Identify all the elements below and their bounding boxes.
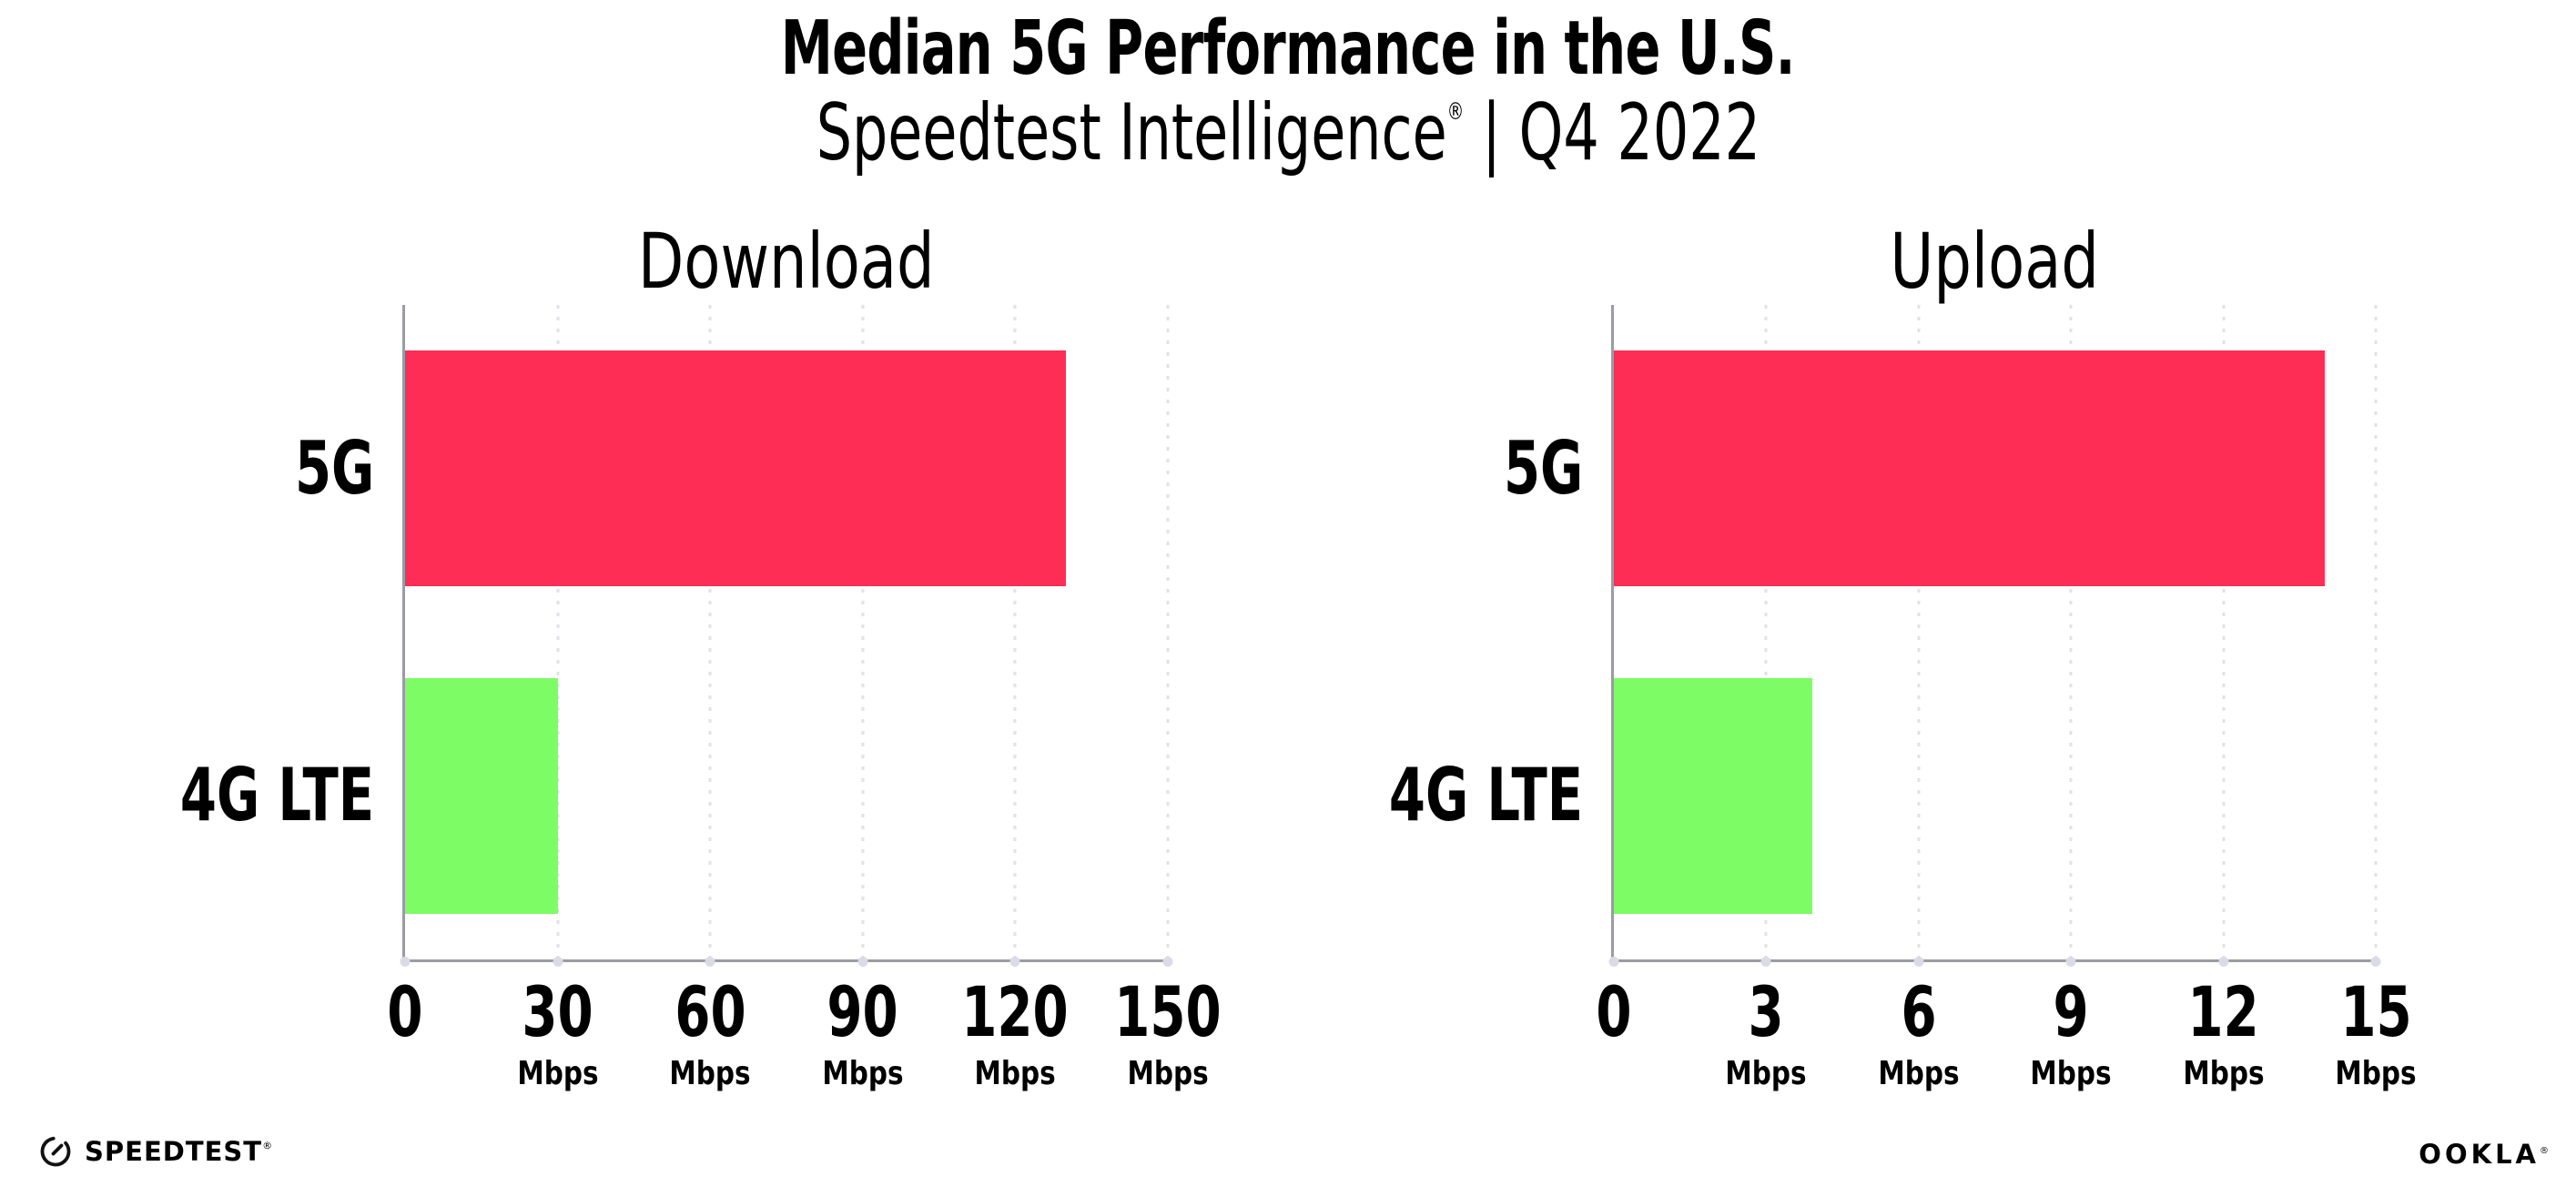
axis-dot-120 — [1009, 957, 1020, 967]
gridline-150-mbps — [1166, 305, 1170, 959]
gridline-9-mbps — [2069, 305, 2073, 959]
x-tick-value: 150 — [1114, 971, 1222, 1052]
subtitle-period: | Q4 2022 — [1464, 87, 1760, 178]
x-tick-value: 30 — [522, 971, 593, 1052]
category-label-5g: 5G — [1503, 425, 1583, 511]
axis-dot-9 — [2065, 957, 2076, 967]
upload-x-axis — [1611, 959, 2376, 962]
gridline-30-mbps — [556, 305, 560, 959]
page-subtitle: Speedtest Intelligence® | Q4 2022 — [816, 87, 1760, 178]
category-label-4g-lte: 4G LTE — [179, 753, 374, 838]
axis-dot-30 — [553, 957, 563, 967]
x-tick-unit: Mbps — [974, 1055, 1056, 1092]
x-tick-120: 120 Mbps — [943, 959, 1088, 1090]
x-tick-unit: Mbps — [2182, 1055, 2265, 1092]
x-tick-value: 120 — [961, 971, 1070, 1052]
axis-dot-12 — [2218, 957, 2229, 967]
gridline-3-mbps — [1764, 305, 1768, 959]
bar-4g-lte-download — [405, 677, 558, 914]
speedtest-logo: SPEEDTEST® — [38, 1134, 273, 1169]
x-tick-9: 9 Mbps — [2022, 959, 2121, 1090]
x-tick-15: 15 Mbps — [2327, 959, 2426, 1090]
x-tick-unit: Mbps — [1127, 1055, 1209, 1092]
ookla-registered-icon: ® — [2540, 1146, 2549, 1156]
x-tick-unit: Mbps — [2030, 1055, 2112, 1092]
download-chart-title: Download — [638, 217, 935, 306]
x-tick-60: 60 Mbps — [661, 959, 760, 1090]
x-tick-value: 6 — [1901, 971, 1937, 1052]
gridline-12-mbps — [2222, 305, 2226, 959]
x-tick-value: 12 — [2187, 971, 2259, 1052]
x-tick-value: 15 — [2339, 971, 2412, 1052]
bar-5g-upload — [1614, 350, 2326, 587]
axis-dot-3 — [1760, 957, 1771, 967]
x-tick-value: 0 — [1596, 971, 1632, 1052]
x-tick-unit: Mbps — [669, 1055, 751, 1092]
category-label-4g-lte: 4G LTE — [1388, 753, 1583, 838]
axis-dot-0 — [400, 957, 411, 967]
axis-dot-0 — [1608, 957, 1619, 967]
x-tick-value: 9 — [2053, 971, 2089, 1052]
speedtest-registered-icon: ® — [262, 1139, 274, 1151]
upload-chart-title: Upload — [1890, 217, 2100, 306]
download-y-axis — [402, 305, 405, 962]
x-tick-unit: Mbps — [2335, 1055, 2417, 1092]
bar-4g-lte-upload — [1614, 677, 1812, 914]
gridline-90-mbps — [861, 305, 865, 959]
x-tick-unit: Mbps — [1878, 1055, 1960, 1092]
x-tick-12: 12 Mbps — [2174, 959, 2273, 1090]
gridline-15-mbps — [2374, 305, 2378, 959]
gridline-60-mbps — [708, 305, 712, 959]
x-tick-value: 3 — [1748, 971, 1784, 1052]
axis-dot-150 — [1162, 957, 1173, 967]
upload-plot-area: 0 3 Mbps 6 Mbps 9 Mbps 12 Mbps 15 Mbps 5G 4G LTE — [1389, 305, 2417, 1090]
x-tick-90: 90 Mbps — [813, 959, 912, 1090]
axis-dot-90 — [857, 957, 868, 967]
subtitle-brand: Speedtest Intelligence — [816, 87, 1447, 178]
x-tick-3: 3 Mbps — [1717, 959, 1816, 1090]
axis-dot-6 — [1913, 957, 1924, 967]
x-tick-150: 150 Mbps — [1096, 959, 1241, 1090]
x-tick-unit: Mbps — [1725, 1055, 1807, 1092]
x-tick-value: 90 — [827, 971, 898, 1052]
upload-y-axis — [1611, 305, 1614, 962]
x-tick-0: 0 — [1590, 959, 1638, 1047]
subtitle-row: Speedtest Intelligence® | Q4 2022 — [0, 87, 2576, 178]
title-row: Median 5G Performance in the U.S. — [0, 5, 2576, 92]
speedtest-gauge-icon — [40, 1136, 71, 1167]
x-tick-unit: Mbps — [516, 1055, 599, 1092]
axis-dot-15 — [2370, 957, 2381, 967]
page-title: Median 5G Performance in the U.S. — [780, 5, 1796, 92]
x-tick-6: 6 Mbps — [1869, 959, 1968, 1090]
registered-mark-icon: ® — [1446, 98, 1465, 126]
x-tick-value: 0 — [387, 971, 423, 1052]
download-x-axis — [402, 959, 1168, 962]
x-tick-unit: Mbps — [822, 1055, 904, 1092]
bar-5g-download — [405, 350, 1067, 587]
ookla-logo: OOKLA® — [2419, 1141, 2549, 1168]
axis-dot-60 — [705, 957, 715, 967]
x-tick-30: 30 Mbps — [508, 959, 607, 1090]
gridline-120-mbps — [1013, 305, 1017, 959]
speedtest-wordmark: SPEEDTEST® — [85, 1135, 274, 1167]
category-label-5g: 5G — [294, 425, 374, 511]
gridline-6-mbps — [1917, 305, 1921, 959]
ookla-wordmark: OOKLA — [2419, 1139, 2540, 1170]
x-tick-value: 60 — [674, 971, 746, 1052]
download-plot-area: 0 30 Mbps 60 Mbps 90 Mbps 120 Mbps 150 Mbps 5G 4G LT… — [180, 305, 1222, 1090]
x-tick-0: 0 — [381, 959, 430, 1047]
